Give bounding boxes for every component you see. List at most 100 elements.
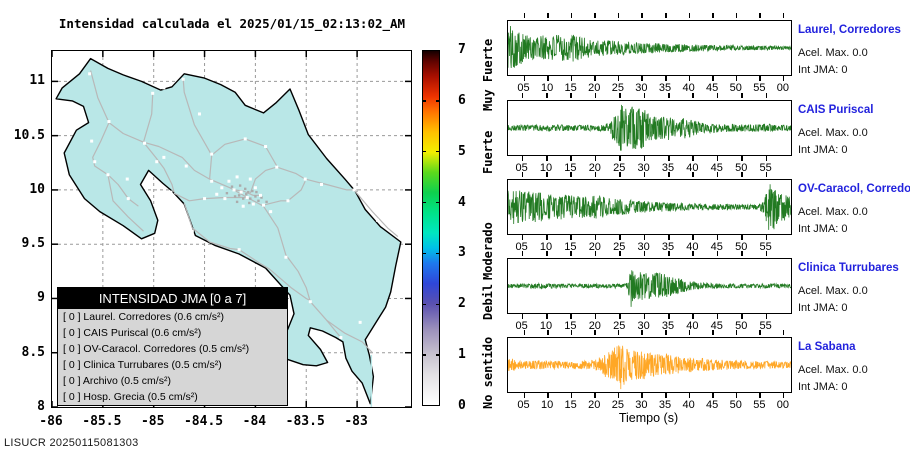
panel-tick-top — [521, 172, 524, 177]
road-line — [142, 94, 154, 143]
town-marker-white — [107, 120, 111, 124]
town-marker-white — [258, 193, 262, 197]
town-marker-gray — [230, 185, 234, 188]
town-marker-white — [262, 203, 266, 207]
map-y-tick-label: 9.5 — [21, 236, 45, 252]
panel-tick-bottom — [619, 314, 621, 319]
station-accel-max: Acel. Max. 0.0 — [798, 364, 868, 376]
panel-tick-top — [665, 330, 667, 335]
colorbar-tick — [436, 252, 440, 255]
panel-tick-label: 40 — [682, 82, 695, 94]
map-y-tick-label: 9 — [37, 290, 45, 306]
map-y-tick-label: 10.5 — [13, 127, 45, 143]
panel-tick-bottom — [547, 393, 549, 398]
town-marker-gray — [235, 200, 239, 204]
panel-tick-top — [594, 251, 597, 256]
road-line — [326, 319, 342, 338]
panel-tick-top — [594, 93, 597, 98]
panel-tick-top — [641, 330, 643, 335]
panel-tick-label: 35 — [661, 320, 675, 332]
panel-tick-label: 30 — [635, 399, 648, 411]
panel-tick-bottom — [712, 76, 714, 81]
station-int-jma: Int JMA: 0 — [798, 144, 848, 156]
colorbar-tick-label: 6 — [458, 92, 466, 108]
colorbar-tick — [436, 150, 440, 153]
town-marker-white — [203, 197, 207, 201]
intensity-colorbar — [422, 50, 440, 406]
waveform-panel — [507, 179, 792, 235]
panel-tick-bottom — [570, 156, 572, 161]
panel-tick-bottom — [665, 393, 667, 398]
panel-tick-top — [688, 330, 691, 335]
town-marker-white — [241, 204, 245, 208]
town-marker-gray — [257, 199, 260, 202]
seismogram-trace-svg — [508, 104, 791, 151]
panel-tick-label: 45 — [706, 399, 719, 411]
seismogram-waveform — [508, 104, 791, 151]
panel-tick-top — [570, 330, 573, 335]
town-marker-white — [232, 188, 236, 192]
panel-tick-label: 50 — [729, 399, 742, 411]
panel-tick-top — [546, 93, 548, 98]
panel-tick-top — [547, 330, 549, 335]
panel-tick-label: 40 — [686, 162, 699, 174]
panel-tick-bottom — [521, 314, 524, 319]
station-accel-max: Acel. Max. 0.0 — [798, 127, 868, 139]
station-name-label: Clinica Turrubares — [798, 262, 899, 274]
colorbar-tick — [436, 100, 440, 102]
colorbar-tick — [422, 303, 426, 306]
seismogram-waveform — [508, 270, 791, 307]
panel-tick-label: 45 — [706, 82, 719, 94]
panel-tick-bottom — [741, 235, 743, 240]
road-line — [183, 202, 311, 302]
map-y-tick-label: 8.5 — [21, 344, 45, 360]
intensity-legend: INTENSIDAD JMA [0 a 7] [ 0 ] Laurel. Cor… — [57, 287, 288, 406]
station-name-label: CAIS Puriscal — [798, 104, 874, 116]
panel-tick-top — [782, 330, 785, 335]
road-line — [107, 174, 144, 232]
town-marker-white — [248, 177, 252, 181]
panel-tick-top — [570, 172, 572, 177]
costa-rica-map — [52, 51, 411, 407]
panel-tick-label: 50 — [729, 82, 742, 94]
town-marker-white — [245, 196, 249, 200]
seismogram-waveform — [508, 25, 791, 69]
panel-tick-bottom — [716, 156, 719, 161]
map-title: Intensidad calculada el 2025/01/15_02:13… — [58, 16, 406, 31]
colorbar-tick — [422, 100, 426, 102]
town-marker-white — [215, 192, 219, 196]
town-marker-white — [243, 137, 247, 141]
colorbar-tick — [436, 201, 440, 204]
station-accel-max: Acel. Max. 0.0 — [798, 47, 868, 59]
town-marker-white — [320, 183, 324, 186]
panel-tick-label: 55 — [759, 241, 772, 253]
road-line — [249, 166, 354, 194]
seismogram-waveform — [508, 345, 791, 390]
panel-tick-label: 35 — [658, 399, 672, 411]
panel-tick-label: 25 — [611, 399, 624, 411]
panel-tick-label: 00 — [776, 399, 790, 411]
town-marker-gray — [244, 187, 247, 191]
panel-tick-bottom — [617, 393, 620, 398]
map-x-tick-label: -84 — [242, 414, 267, 429]
town-marker-white — [303, 177, 307, 181]
panel-tick-label: 20 — [588, 320, 601, 332]
panel-tick-top — [716, 93, 719, 98]
panel-tick-label: 30 — [637, 162, 650, 174]
town-marker-white — [308, 300, 312, 304]
town-marker-gray — [260, 196, 263, 199]
town-marker-white — [106, 173, 110, 177]
panel-tick-top — [741, 172, 743, 177]
panel-tick-label: 30 — [635, 82, 648, 94]
panel-tick-label: 40 — [686, 320, 699, 332]
panel-tick-top — [547, 13, 549, 18]
colorbar-tick — [422, 354, 426, 356]
panel-tick-top — [617, 330, 620, 335]
costa-rica-landmass — [55, 57, 402, 405]
panel-tick-top — [594, 172, 597, 177]
panel-tick-bottom — [643, 235, 646, 240]
town-marker-white — [181, 77, 185, 81]
map-x-tick-label: -85.5 — [82, 414, 122, 429]
panel-tick-top — [570, 13, 573, 18]
